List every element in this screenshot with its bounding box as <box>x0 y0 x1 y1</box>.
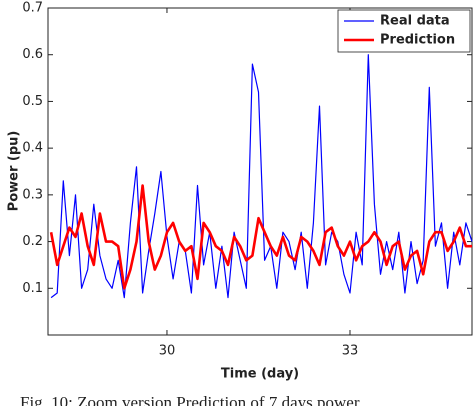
caption: Fig. 10: Zoom version Prediction of 7 da… <box>20 393 360 406</box>
y-tick-label: 0.1 <box>22 281 43 296</box>
legend-label: Real data <box>380 14 450 29</box>
x-tick-label: 33 <box>342 344 359 359</box>
y-tick-label: 0.4 <box>22 141 43 156</box>
legend-label: Prediction <box>380 33 455 48</box>
series-line <box>50 54 473 299</box>
y-axis-label: Power (pu) <box>7 131 22 212</box>
y-tick-label: 0.3 <box>22 187 43 202</box>
x-axis-label: Time (day) <box>221 367 299 382</box>
series-line <box>49 184 472 290</box>
plot-area <box>47 7 473 336</box>
x-tick-label: 30 <box>159 344 176 359</box>
y-tick-label: 0.7 <box>22 1 43 16</box>
y-tick-label: 0.2 <box>22 234 43 249</box>
y-tick-label: 0.6 <box>22 47 43 62</box>
legend-box <box>337 9 471 53</box>
y-tick-label: 0.5 <box>22 94 43 109</box>
